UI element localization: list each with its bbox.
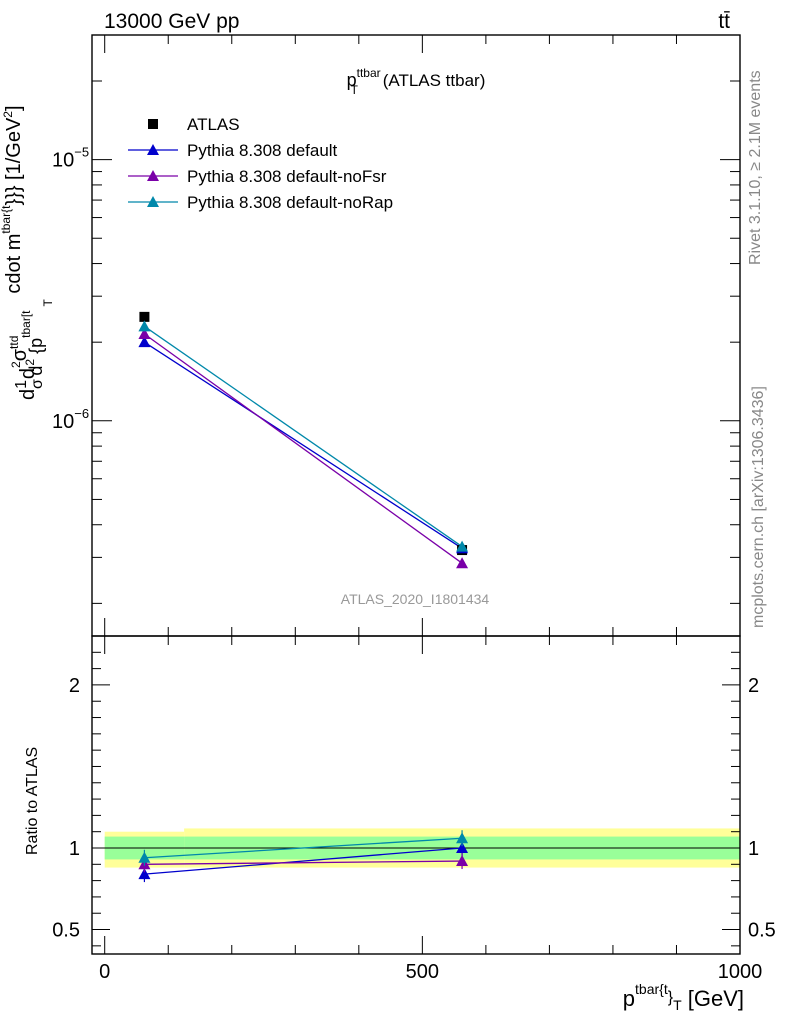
x-axis-label: ptbar{t}T [GeV] xyxy=(623,981,744,1013)
legend-label-0: ATLAS xyxy=(187,115,240,134)
mcplots-label: mcplots.cern.ch [arXiv:1306.3436] xyxy=(750,386,767,628)
analysis-watermark: ATLAS_2020_I1801434 xyxy=(341,591,490,607)
legend-marker-1 xyxy=(147,144,159,155)
ratio-series-line-0 xyxy=(144,847,463,875)
legend-marker-2 xyxy=(147,170,159,181)
ratio-point-s2-1 xyxy=(456,832,469,844)
ratio-point-s0-0 xyxy=(138,868,151,880)
main-point-s3-1 xyxy=(456,540,469,552)
main-point-s2-1 xyxy=(456,557,469,569)
main-series-line-1 xyxy=(144,341,463,549)
main-y-axis-label: d1σd2σttdd2 {ptbar[tT cdot mtbar{t}}} [1… xyxy=(0,105,55,400)
ratio-point-s0-1 xyxy=(456,842,469,853)
legend-entry-1: Pythia 8.308 default xyxy=(128,141,338,160)
x-tick-label-2: 1000 xyxy=(718,961,763,983)
main-title: pttbar T (ATLAS ttbar) xyxy=(347,66,486,97)
ratio-series-line-1 xyxy=(144,860,463,865)
ratio-point-s2-0 xyxy=(138,851,151,863)
ratio-plot-frame xyxy=(91,635,741,955)
main-point-atlas-0 xyxy=(139,311,150,322)
legend-label-3: Pythia 8.308 default-noRap xyxy=(187,193,393,212)
main-y-tick-label-1: 10−5 xyxy=(52,145,89,172)
header-energy-label: 13000 GeV pp xyxy=(104,10,239,33)
ratio-y-tick-label-right-1: 1 xyxy=(748,838,759,860)
rivet-version-label: Rivet 3.1.10, ≥ 2.1M events xyxy=(747,70,764,265)
main-series-line-3 xyxy=(144,325,463,548)
ratio-point-s1-1 xyxy=(456,855,469,867)
main-series-line-2 xyxy=(144,333,463,564)
legend-entry-0: ATLAS xyxy=(148,115,240,134)
legend-marker-0 xyxy=(148,119,158,129)
x-tick-label-1: 500 xyxy=(406,961,439,983)
main-point-s3-0 xyxy=(138,320,151,332)
legend-entry-3: Pythia 8.308 default-noRap xyxy=(128,193,393,212)
ratio-y-tick-label-right-2: 2 xyxy=(748,675,759,697)
main-y-tick-label-0: 10−6 xyxy=(52,406,89,433)
ratio-y-axis-label: Ratio to ATLAS xyxy=(24,747,41,855)
ratio-y-tick-label-2: 2 xyxy=(69,675,80,697)
legend-entry-2: Pythia 8.308 default-noFsr xyxy=(128,167,387,186)
main-point-s2-0 xyxy=(138,327,151,339)
legend: ATLAS Pythia 8.308 default Pythia 8.308 de… xyxy=(128,115,393,212)
legend-label-1: Pythia 8.308 default xyxy=(187,141,338,160)
ratio-y-tick-label-1: 1 xyxy=(69,838,80,860)
header-process-label: tt̄ xyxy=(718,10,730,33)
ratio-series-line-2 xyxy=(144,837,463,859)
legend-marker-3 xyxy=(147,196,159,207)
ratio-y-tick-label-0: 0.5 xyxy=(52,920,80,942)
legend-label-2: Pythia 8.308 default-noFsr xyxy=(187,167,387,186)
main-point-s1-0 xyxy=(138,336,151,348)
x-tick-label-0: 0 xyxy=(99,961,110,983)
ratio-y-tick-label-right-0: 0.5 xyxy=(748,920,776,942)
